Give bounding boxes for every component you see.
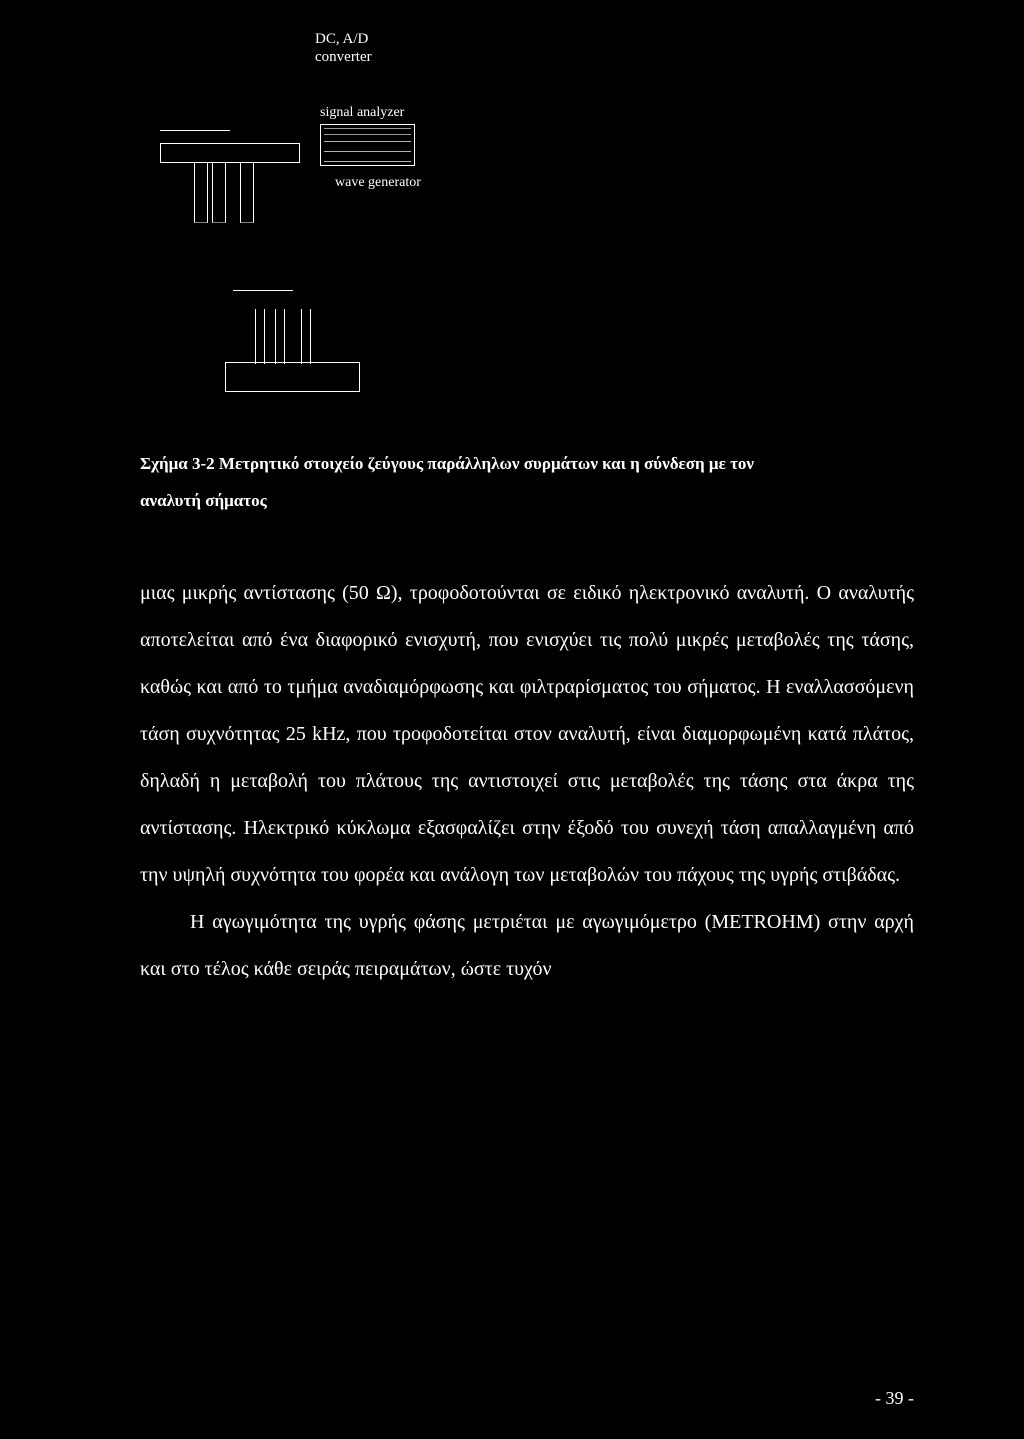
body-text: μιας μικρής αντίστασης (50 Ω), τροφοδοτο… — [140, 570, 914, 993]
probe-bottom — [225, 290, 360, 392]
signal-analyzer: signal analyzer — [320, 105, 415, 166]
dc-label-line1: DC, A/D — [315, 30, 372, 48]
wavegen-label: wave generator — [335, 175, 421, 191]
paragraph-1: μιας μικρής αντίστασης (50 Ω), τροφοδοτο… — [140, 570, 914, 899]
paragraph-2: Η αγωγιμότητα της υγρής φάσης μετριέται … — [140, 899, 914, 993]
analyzer-box — [320, 124, 415, 166]
diagram: DC, A/D converter signal analyzer wave g… — [140, 30, 914, 410]
dc-label-line2: converter — [315, 48, 372, 66]
probe-top — [160, 130, 300, 223]
figure-caption: Σχήμα 3-2 Μετρητικό στοιχείο ζεύγους παρ… — [140, 445, 914, 520]
analyzer-label: signal analyzer — [320, 105, 415, 121]
caption-line1: Σχήμα 3-2 Μετρητικό στοιχείο ζεύγους παρ… — [140, 445, 914, 482]
page-number: - 39 - — [875, 1388, 914, 1409]
caption-line2: αναλυτή σήματος — [140, 482, 914, 519]
dc-converter-label: DC, A/D converter — [315, 30, 372, 66]
